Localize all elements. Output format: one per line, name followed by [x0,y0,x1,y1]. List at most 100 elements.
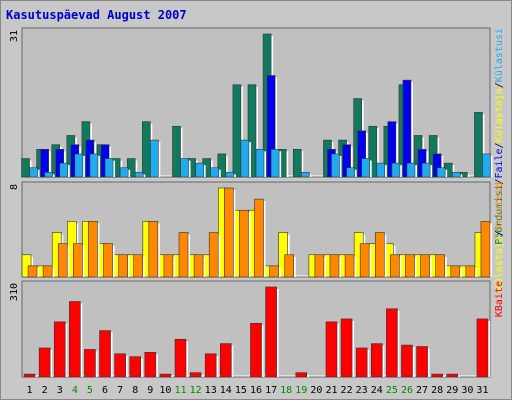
day-label-3: 3 [57,385,63,396]
day-label-28: 28 [431,385,443,396]
axis-label-k-lastaja: Külastaja [494,88,505,142]
bar-hits-day-24 [368,125,378,178]
bar-visits-day-11 [178,232,189,278]
bar-bytes-day-24 [370,343,383,378]
bar-visits-day-29 [450,265,461,278]
bar-hits-day-15 [232,84,242,178]
bar-hits-day-31 [474,112,483,178]
axis-label-separator: / [494,179,505,185]
day-label-10: 10 [159,385,171,396]
day-label-29: 29 [446,385,458,396]
bar-visits-day-8 [133,254,144,278]
day-label-7: 7 [117,385,123,396]
bar-hits-day-11 [180,158,189,178]
bar-bytes-day-11 [174,338,187,378]
axis-label-kbaite: KBaite [494,281,505,317]
bar-bytes-day-13 [204,353,217,378]
bar-hits-day-11 [172,125,181,178]
bar-bytes-day-3 [53,321,66,378]
day-label-2: 2 [42,385,48,396]
day-label-22: 22 [341,385,353,396]
bar-bytes-day-1 [23,373,36,378]
day-label-27: 27 [416,385,428,396]
bar-bytes-day-4 [69,301,81,378]
bar-hits-day-6 [104,158,114,178]
day-label-5: 5 [87,385,93,396]
bar-hits-day-7 [119,167,129,178]
bar-visits-day-26 [405,254,415,278]
bar-visits-day-6 [103,243,113,278]
axis-label-separator: / [494,142,505,148]
bar-bytes-day-26 [401,344,413,378]
day-label-13: 13 [205,385,217,396]
day-label-6: 6 [102,385,108,396]
bar-hits-day-1 [29,167,38,178]
day-label-16: 16 [250,385,262,396]
bar-hits-day-2 [44,172,53,178]
axis-label-faile: Faile [494,148,505,178]
bar-hits-day-14 [217,153,227,178]
day-label-12: 12 [190,385,202,396]
day-label-9: 9 [147,385,153,396]
bar-bytes-day-19 [295,372,308,378]
day-label-21: 21 [325,385,337,396]
bar-visits-day-20 [314,254,325,278]
bar-hits-day-26 [406,162,416,178]
bar-visits-day-9 [148,221,159,278]
bar-bytes-day-8 [129,356,142,378]
series-k-lastusi [29,139,493,178]
day-label-25: 25 [386,385,398,396]
bar-visits-day-27 [420,254,430,278]
axis-label-separator: / [494,82,505,88]
panels-layer: 31Pöördumisi/Faile/Külastaja/Külastusi8K… [9,27,505,378]
day-label-18: 18 [280,385,292,396]
bar-bytes-day-23 [355,347,368,378]
bar-hits-day-5 [89,153,99,178]
bar-bytes-day-25 [386,308,398,378]
bar-visits-day-25 [390,254,400,278]
bar-visits-day-15 [239,209,249,278]
bar-hits-day-3 [59,162,69,178]
bar-visits-day-13 [208,232,219,278]
day-label-4: 4 [72,385,78,396]
day-label-26: 26 [401,385,413,396]
axis-label-p-rdumisi: Pöördumisi [494,185,505,245]
bar-bytes-day-10 [159,373,172,378]
bar-hits-day-21 [331,153,340,178]
bar-visits-day-18 [284,254,294,278]
bar-visits-day-1 [27,265,38,278]
bar-hits-day-4 [74,153,84,178]
bar-bytes-day-16 [250,322,262,378]
bar-visits-day-31 [480,221,491,278]
day-label-24: 24 [371,385,383,396]
bar-visits-day-7 [118,254,128,278]
bar-visits-day-17 [269,265,279,278]
bar-hits-day-26 [402,79,412,178]
day-label-15: 15 [235,385,247,396]
bar-hits-day-8 [134,172,144,178]
bar-visits-day-24 [374,232,385,278]
day-label-31: 31 [476,385,488,396]
bar-bytes-day-9 [144,352,157,378]
bar-bytes-day-7 [114,353,126,378]
bar-hits-day-31 [482,153,491,178]
day-label-23: 23 [356,385,368,396]
bar-bytes-day-28 [431,373,443,378]
bar-bytes-day-22 [340,318,353,378]
bar-visits-day-5 [88,221,98,278]
bar-visits-day-3 [57,243,68,278]
bar-hits-day-12 [195,162,204,178]
bar-visits-day-4 [73,243,83,278]
panel-hits-ymax-label: 31 [9,30,20,42]
chart-title: Kasutuspäevad August 2007 [6,8,187,22]
bar-bytes-day-6 [99,330,111,378]
bar-hits-day-15 [240,139,250,178]
bar-hits-day-16 [255,149,265,178]
bar-hits-day-27 [421,162,431,178]
bar-hits-day-23 [361,158,370,178]
day-label-8: 8 [132,385,138,396]
